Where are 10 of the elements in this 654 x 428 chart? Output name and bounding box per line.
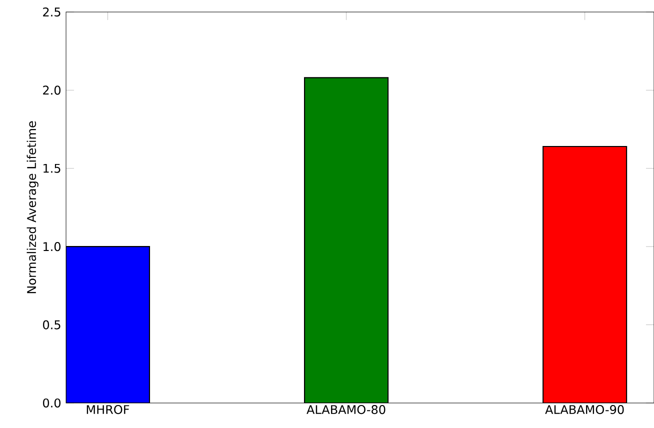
y-tick-label: 1.0 (44, 242, 60, 252)
x-tick-label: MHROF (86, 405, 130, 414)
y-tick-label: 0.0 (43, 398, 60, 408)
y-tick-label: 2.0 (43, 86, 60, 95)
y-tick-label: 1.5 (44, 164, 60, 173)
x-tick-label: ALABAMO-90 (545, 405, 624, 414)
y-tick-label: 2.5 (43, 7, 60, 17)
x-tick-label: ALABAMO-80 (306, 405, 386, 414)
y-axis-title: Normalized Average Lifetime (26, 121, 38, 294)
y-tick-label: 0.5 (43, 320, 60, 330)
